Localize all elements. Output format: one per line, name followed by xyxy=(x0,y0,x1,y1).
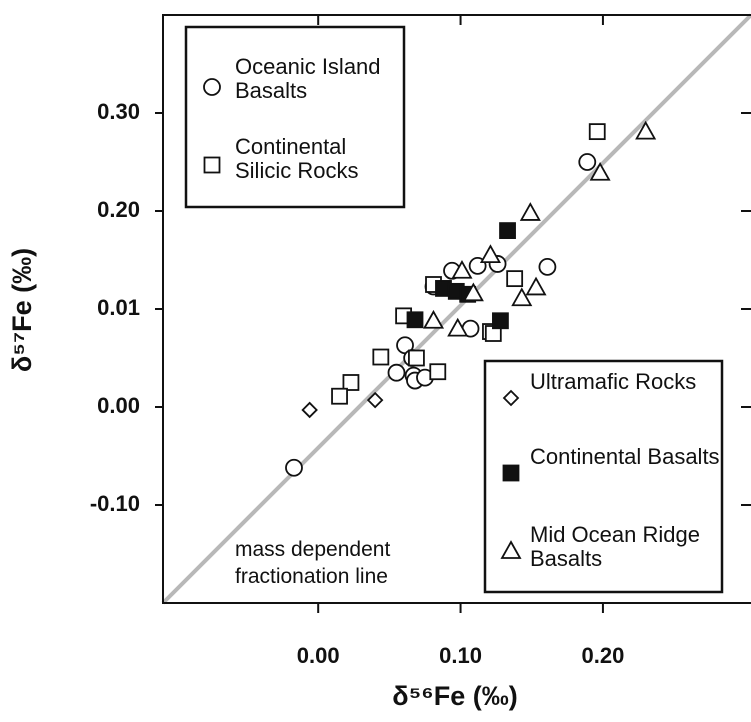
point xyxy=(203,156,221,174)
y-tick-label: 0.30 xyxy=(97,99,140,124)
point xyxy=(285,458,303,477)
point xyxy=(502,389,520,407)
y-tick-label: 0.20 xyxy=(97,197,140,222)
point xyxy=(635,120,657,140)
point xyxy=(588,123,606,141)
point xyxy=(301,401,318,419)
legend-label: Continental Silicic Rocks xyxy=(235,134,359,183)
point xyxy=(479,244,501,264)
legend-label: Continental Basalts xyxy=(530,444,720,469)
legend-box xyxy=(483,359,724,594)
point xyxy=(406,311,424,329)
legend-box xyxy=(184,25,406,209)
point xyxy=(511,287,533,307)
point xyxy=(331,387,348,405)
point xyxy=(499,222,516,240)
legend-label: Oceanic Island Basalts xyxy=(235,54,381,103)
point xyxy=(538,257,557,276)
point xyxy=(502,464,520,482)
annotation: mass dependent fractionation line xyxy=(235,538,391,588)
y-tick-label: -0.10 xyxy=(90,491,140,516)
y-tick-label: 0.01 xyxy=(97,295,140,320)
legend-label: Ultramafic Rocks xyxy=(530,369,697,394)
x-tick-label: 0.20 xyxy=(582,643,625,668)
point xyxy=(519,202,541,221)
point xyxy=(462,282,484,302)
point xyxy=(451,259,473,279)
point xyxy=(372,348,390,366)
point xyxy=(366,391,384,409)
x-axis-label: δ⁵⁶Fe (‰) xyxy=(392,681,517,711)
point xyxy=(506,270,524,288)
point xyxy=(525,276,547,296)
y-tick-label: 0.00 xyxy=(97,393,140,418)
point xyxy=(422,309,445,329)
x-tick-label: 0.00 xyxy=(297,643,340,668)
point xyxy=(203,78,221,96)
legend-label: Mid Ocean Ridge Basalts xyxy=(530,522,700,571)
point xyxy=(342,374,360,391)
point xyxy=(447,317,469,337)
y-axis-label: δ⁵⁷Fe (‰) xyxy=(7,248,37,372)
point xyxy=(387,363,406,382)
reference-line xyxy=(161,13,751,605)
point xyxy=(500,540,522,559)
point xyxy=(408,349,425,367)
x-tick-label: 0.10 xyxy=(439,643,482,668)
point xyxy=(578,153,597,171)
point xyxy=(589,161,611,181)
point xyxy=(492,312,509,330)
point xyxy=(429,363,447,381)
